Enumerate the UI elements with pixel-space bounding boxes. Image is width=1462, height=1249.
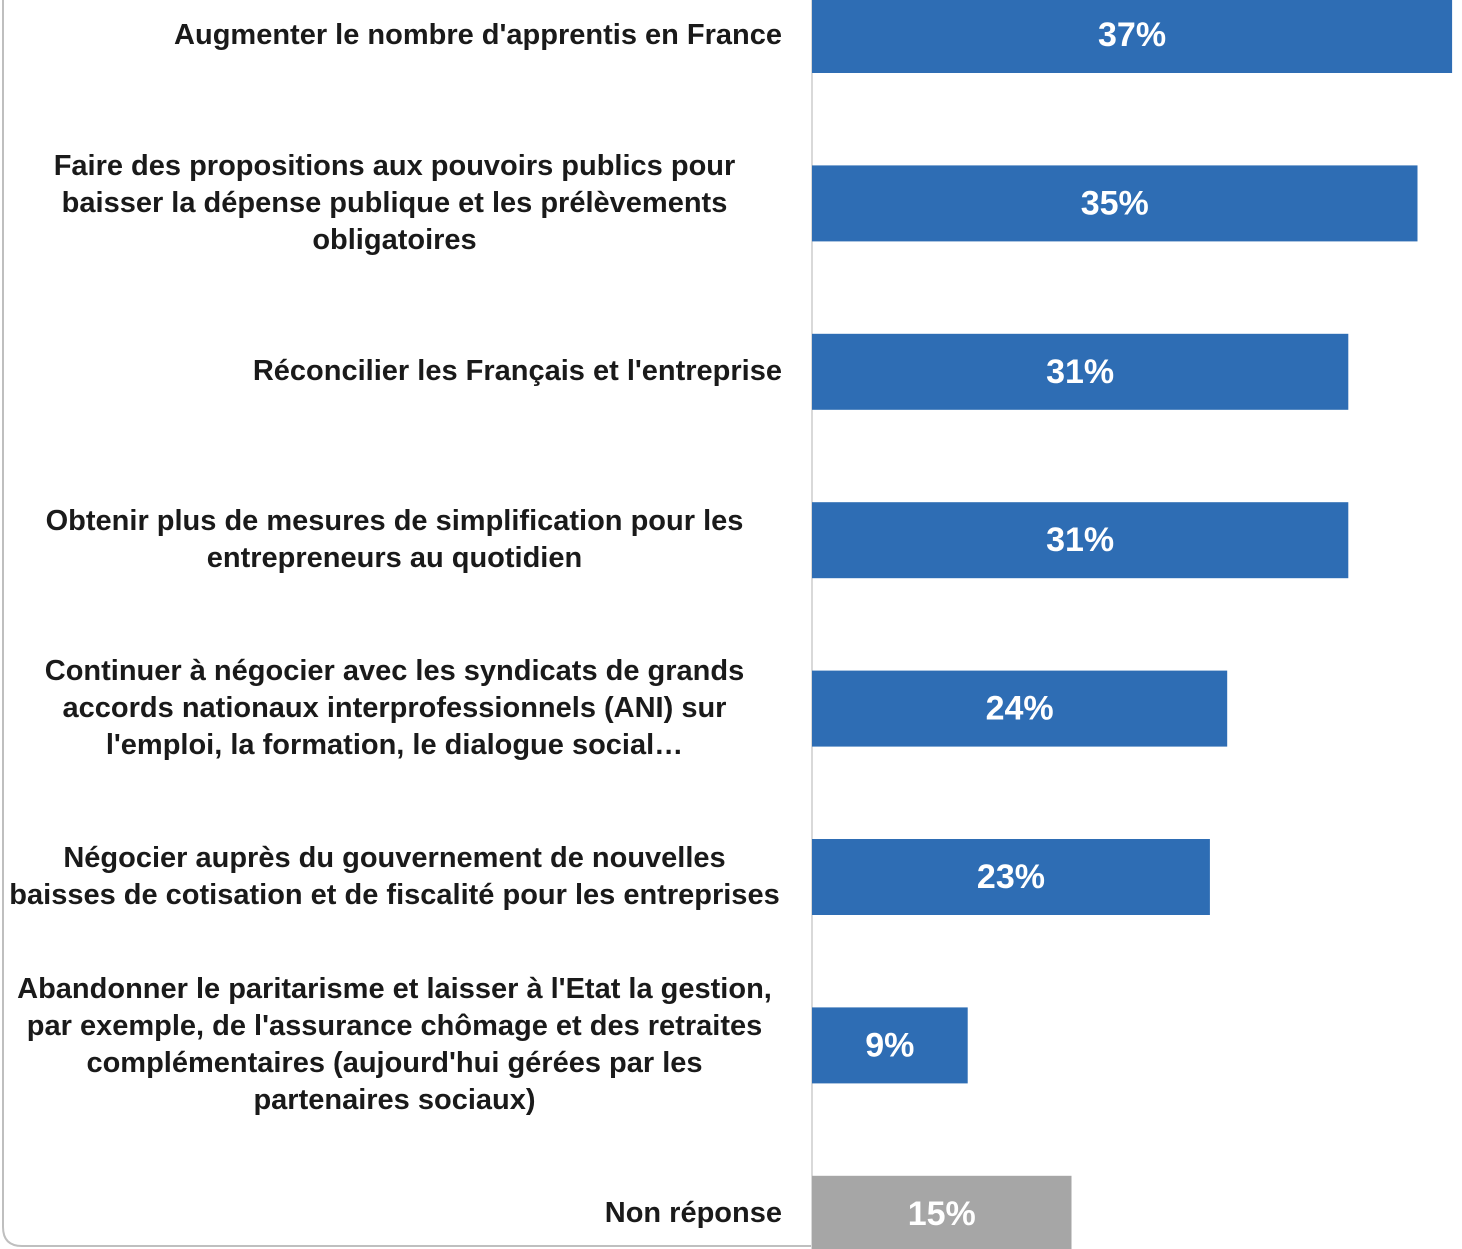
- category-text: Non réponse: [604, 1197, 782, 1230]
- category-text: Obtenir plus de mesures de simplificatio…: [45, 505, 744, 575]
- category-text: Réconcilier les Français et l'entreprise: [252, 355, 782, 388]
- value-label: 23%: [977, 858, 1045, 896]
- category-text: Continuer à négocier avec les syndicats …: [44, 655, 745, 762]
- bar: [812, 0, 1453, 73]
- bar: [812, 670, 1228, 747]
- category-label: Obtenir plus de mesures de simplificatio…: [0, 460, 782, 620]
- category-text: Abandonner le paritarisme et laisser à l…: [17, 973, 772, 1117]
- category-label: Augmenter le nombre d'apprentis en Franc…: [0, 0, 782, 115]
- category-label: Réconcilier les Français et l'entreprise: [0, 292, 782, 452]
- bar: [812, 333, 1349, 410]
- value-label: 15%: [908, 1195, 976, 1233]
- category-label: Continuer à négocier avec les syndicats …: [0, 629, 782, 789]
- category-label: Non réponse: [0, 1134, 782, 1249]
- bar: [812, 1007, 968, 1084]
- value-label: 24%: [986, 690, 1054, 728]
- value-label: 35%: [1081, 184, 1149, 222]
- bar: [812, 839, 1210, 915]
- frame: [2, 0, 812, 1247]
- category-text: Augmenter le nombre d'apprentis en Franc…: [174, 18, 782, 51]
- category-text: Faire des propositions aux pouvoirs publ…: [53, 149, 736, 256]
- bar: [812, 1175, 1072, 1249]
- category-text: Négocier auprès du gouvernement de nouve…: [9, 842, 780, 911]
- category-label: Abandonner le paritarisme et laisser à l…: [0, 965, 782, 1125]
- value-label: 9%: [865, 1026, 914, 1064]
- category-label: Faire des propositions aux pouvoirs publ…: [0, 123, 782, 283]
- bar: [812, 165, 1418, 242]
- value-label: 37%: [1098, 16, 1166, 54]
- value-label: 31%: [1046, 521, 1114, 559]
- value-label: 31%: [1046, 353, 1114, 391]
- bar: [812, 502, 1349, 579]
- category-label: Négocier auprès du gouvernement de nouve…: [0, 797, 782, 957]
